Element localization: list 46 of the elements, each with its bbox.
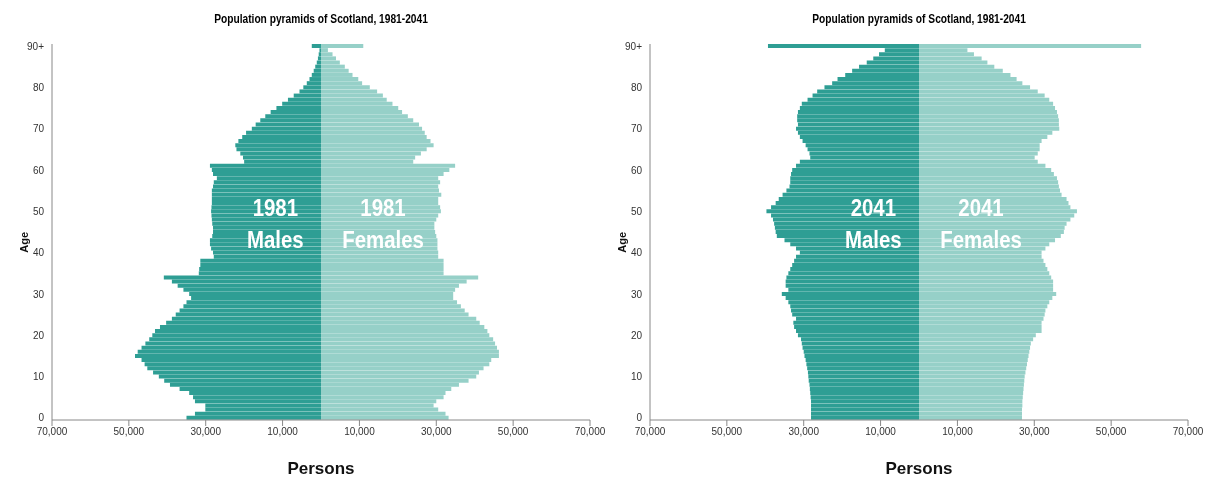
x-tick-label: 10,000	[865, 426, 897, 438]
x-tick-label: 70,000	[574, 426, 606, 438]
y-tick-label: 90+	[27, 40, 45, 52]
x-axis-title: Persons	[287, 459, 355, 478]
x-axis-title: Persons	[885, 459, 953, 478]
x-tick-label: 30,000	[1018, 426, 1051, 438]
x-tick-label: 70,000	[634, 426, 666, 438]
x-tick-label: 50,000	[497, 426, 529, 438]
y-tick-label: 80	[32, 81, 45, 93]
annotation: 1981 Females	[342, 193, 424, 255]
x-tick-label: 50,000	[113, 426, 145, 438]
y-tick-label: 40	[32, 247, 45, 259]
y-tick-label: 0	[38, 412, 45, 424]
y-tick-label: 60	[630, 164, 643, 176]
y-tick-label: 70	[630, 123, 643, 135]
y-tick-label: 0	[636, 412, 643, 424]
annotation: 2041 Males	[845, 193, 902, 255]
y-tick-label: 30	[630, 288, 643, 300]
x-tick-label: 50,000	[1095, 426, 1127, 438]
y-tick-label: 70	[32, 123, 45, 135]
y-tick-label: 80	[630, 81, 643, 93]
y-tick-label: 90+	[625, 40, 643, 52]
y-tick-label: 40	[630, 247, 643, 259]
y-tick-label: 20	[630, 329, 643, 341]
x-tick-label: 30,000	[788, 426, 820, 438]
x-tick-label: 50,000	[711, 426, 743, 438]
x-tick-label: 70,000	[36, 426, 68, 438]
annotation: 2041 Females	[940, 193, 1022, 255]
y-tick-label: 30	[32, 288, 45, 300]
x-tick-label: 30,000	[420, 426, 453, 438]
x-tick-label: 10,000	[344, 426, 376, 438]
y-tick-label: 60	[32, 164, 45, 176]
x-tick-label: 30,000	[190, 426, 222, 438]
y-tick-label: 20	[32, 329, 45, 341]
y-axis-title: Age	[17, 232, 30, 253]
y-tick-label: 10	[630, 371, 643, 383]
x-tick-label: 10,000	[267, 426, 299, 438]
y-tick-label: 10	[32, 371, 45, 383]
y-tick-label: 50	[32, 205, 45, 217]
y-tick-label: 50	[630, 205, 643, 217]
chart-title: Population pyramids of Scotland, 1981-2041	[213, 12, 429, 26]
chart-title: Population pyramids of Scotland, 1981-2041	[811, 12, 1027, 26]
x-tick-label: 10,000	[942, 426, 974, 438]
annotation: 1981 Males	[247, 193, 304, 255]
x-tick-label: 70,000	[1172, 426, 1204, 438]
y-axis-title: Age	[615, 232, 628, 253]
